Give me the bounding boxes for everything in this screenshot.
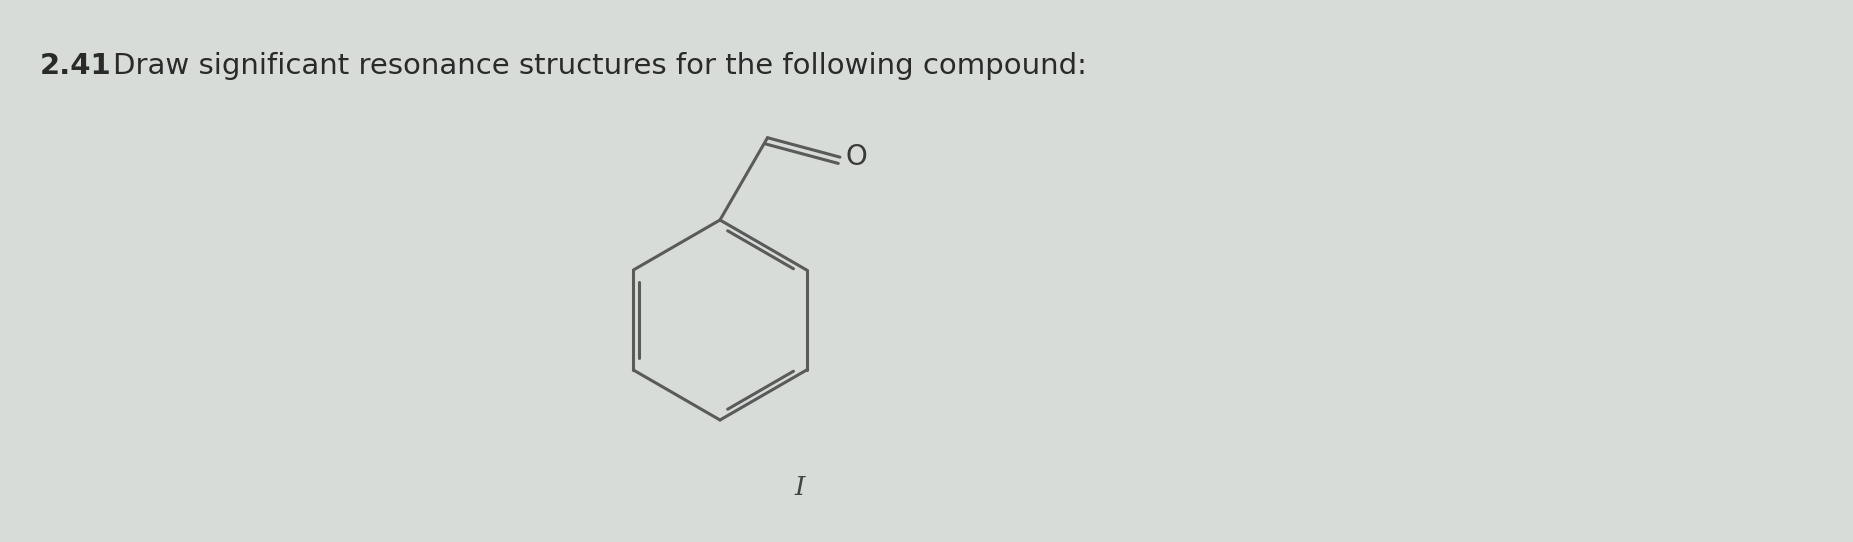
Text: I: I (795, 475, 806, 500)
Text: Draw significant resonance structures for the following compound:: Draw significant resonance structures fo… (113, 52, 1088, 80)
Text: O: O (847, 143, 867, 171)
Text: 2.41: 2.41 (41, 52, 111, 80)
